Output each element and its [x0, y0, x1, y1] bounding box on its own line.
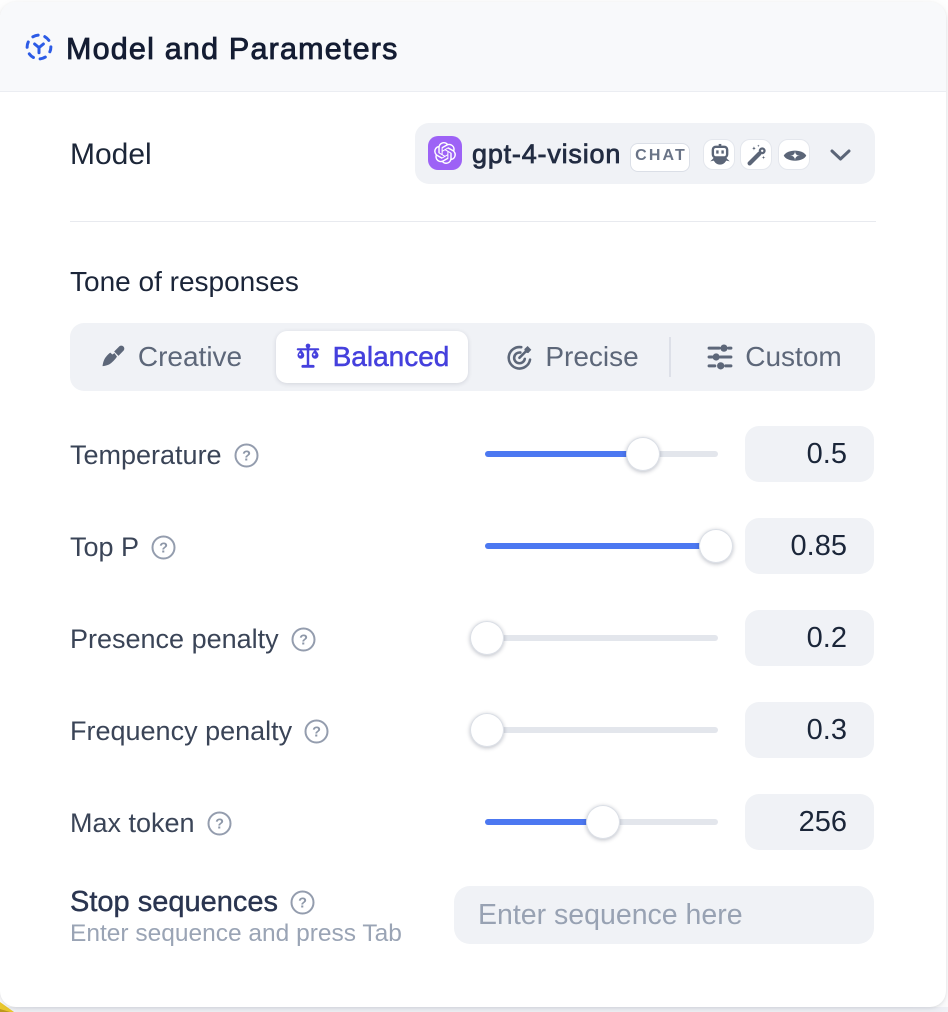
svg-text:?: ?	[242, 448, 251, 464]
svg-text:?: ?	[312, 724, 321, 740]
svg-text:?: ?	[159, 540, 168, 556]
svg-text:?: ?	[298, 895, 307, 911]
svg-text:?: ?	[299, 632, 308, 648]
svg-text:?: ?	[215, 816, 224, 832]
